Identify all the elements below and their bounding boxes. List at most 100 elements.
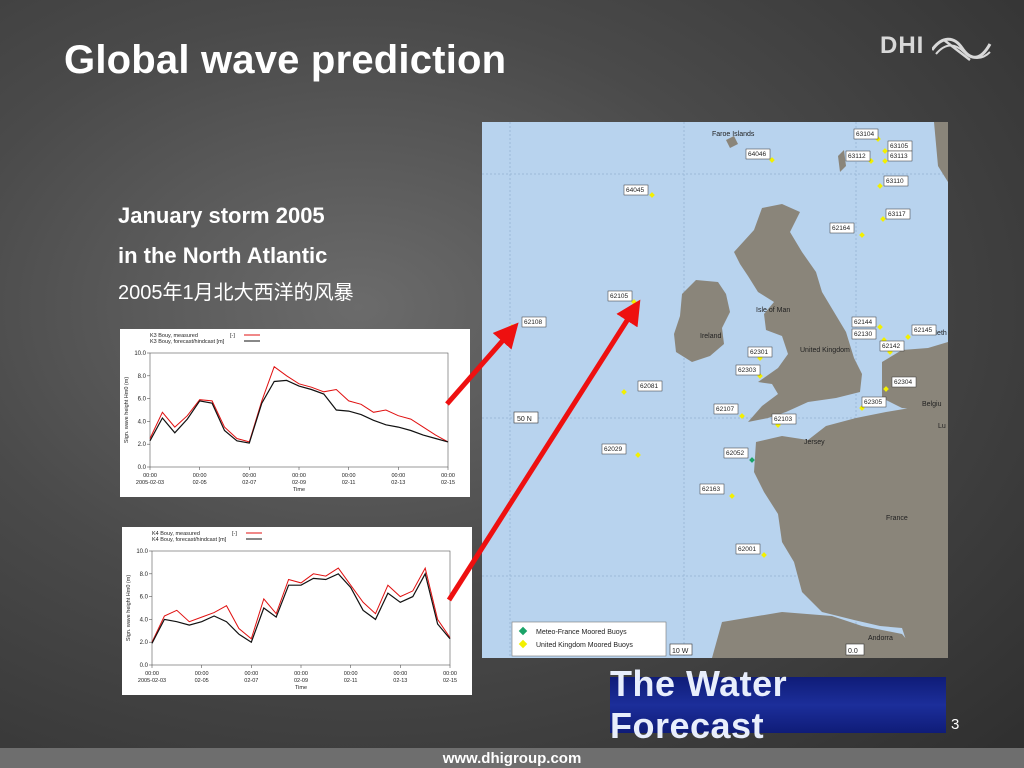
buoy-label-box-62130 (851, 328, 877, 340)
x-tick-time: 00:00 (195, 671, 209, 677)
buoy-marker-63105[interactable] (882, 148, 888, 154)
buoy-label-box-64046 (745, 148, 771, 160)
buoy-marker-64046[interactable] (769, 157, 775, 163)
x-tick-date: 02-15 (441, 480, 455, 486)
x-tick-time: 00:00 (244, 671, 258, 677)
buoy-label-62145: 62145 (914, 327, 932, 334)
buoy-label-box-63117 (885, 208, 911, 220)
buoy-marker-62107[interactable] (739, 413, 745, 419)
buoy-marker-63110[interactable] (877, 183, 883, 189)
buoy-label-63112: 63112 (848, 153, 866, 160)
buoy-label-62301: 62301 (750, 349, 768, 356)
subtitle-chinese: 2005年1月北大西洋的风暴 (118, 282, 354, 304)
y-tick-label: 2.0 (138, 442, 147, 448)
y-tick-label: 0.0 (138, 465, 147, 471)
footer-url[interactable]: www.dhigroup.com (442, 750, 582, 767)
buoy-label-62081: 62081 (640, 383, 658, 390)
x-tick-date: 02-13 (391, 480, 405, 486)
buoy-label-box-63104 (853, 128, 879, 140)
label-uk: United Kingdom (800, 347, 850, 354)
series-forecast-line (151, 572, 451, 644)
x-tick-time: 00:00 (242, 473, 256, 479)
buoy-marker-62304[interactable] (883, 386, 889, 392)
buoy-label-box-62001 (735, 543, 761, 555)
chart-k3: K3 Bouy, measured K3 Bouy, forecast/hindc… (120, 329, 470, 497)
buoy-label-62108: 62108 (524, 319, 542, 326)
svg-text:50 N: 50 N (517, 416, 532, 423)
legend-measured: K3 Bouy, measured (150, 333, 198, 339)
buoy-label-63113: 63113 (890, 153, 908, 160)
series-measured-line (149, 365, 449, 443)
y-tick-label: 10.0 (136, 549, 148, 555)
buoy-map-svg: Faroe Islands Ireland United Kingdom Isl… (482, 122, 948, 658)
buoy-marker-62164[interactable] (859, 232, 865, 238)
svg-text:0.0: 0.0 (848, 648, 858, 655)
map-legend: Meteo-France Moored Buoys United Kingdom… (511, 621, 667, 657)
x-tick-time: 00:00 (143, 473, 157, 479)
land-great-britain (734, 204, 862, 422)
buoy-label-62144: 62144 (854, 319, 872, 326)
buoy-label-63117: 63117 (888, 211, 906, 218)
buoy-marker-62001[interactable] (761, 552, 767, 558)
buoy-marker-63117[interactable] (880, 216, 886, 222)
buoy-label-box-62144 (851, 316, 877, 328)
buoy-label-63110: 63110 (886, 178, 904, 185)
buoy-label-box-62305 (861, 396, 887, 408)
buoy-label-box-62303 (735, 364, 761, 376)
buoy-marker-62052[interactable] (749, 457, 755, 463)
buoy-label-62305: 62305 (864, 399, 882, 406)
x-tick-time: 00:00 (193, 473, 207, 479)
buoy-marker-62081[interactable] (621, 389, 627, 395)
buoy-marker-62108[interactable] (509, 324, 515, 330)
buoy-marker-62029[interactable] (635, 452, 641, 458)
water-forecast-banner[interactable]: The Water Forecast (610, 663, 946, 746)
legend-unit-measured: [-] (230, 333, 235, 339)
y-tick-label: 8.0 (138, 374, 147, 380)
land-faroe (726, 136, 738, 148)
footer-bar: www.dhigroup.com (0, 748, 1024, 768)
x-tick-date: 02-15 (443, 678, 457, 684)
buoy-label-62130: 62130 (854, 331, 872, 338)
buoy-marker-62163[interactable] (729, 493, 735, 499)
subtitle-line-1: January storm 2005 (118, 203, 325, 228)
buoy-label-63104: 63104 (856, 131, 874, 138)
buoy-map[interactable]: Faroe Islands Ireland United Kingdom Isl… (482, 122, 948, 658)
logo-text: DHI (880, 32, 925, 59)
buoy-label-box-62103 (771, 413, 797, 425)
storm-heading: January storm 2005 in the North Atlantic (118, 196, 327, 276)
x-tick-date: 02-09 (292, 480, 306, 486)
y-tick-label: 4.0 (140, 617, 149, 623)
buoy-label-62163: 62163 (702, 486, 720, 493)
buoy-label-62142: 62142 (882, 343, 900, 350)
buoy-label-62001: 62001 (738, 546, 756, 553)
buoy-label-box-63113 (887, 150, 913, 162)
buoy-marker-63113[interactable] (882, 158, 888, 164)
buoy-label-64045: 64045 (626, 187, 644, 194)
label-lon-10w: 10 W (669, 643, 693, 656)
x-tick-date: 02-07 (244, 678, 258, 684)
land-shetland (838, 150, 846, 172)
label-france: France (886, 515, 908, 522)
x-tick-time: 00:00 (292, 473, 306, 479)
buoy-marker-64045[interactable] (649, 192, 655, 198)
x-tick-time: 00:00 (145, 671, 159, 677)
buoy-label-box-62145 (911, 324, 937, 336)
x-tick-date: 02-11 (342, 480, 356, 486)
svg-text:10 W: 10 W (672, 648, 689, 655)
buoy-marker-62144[interactable] (877, 324, 883, 330)
land-norway (934, 122, 948, 182)
buoy-marker-62145[interactable] (905, 334, 911, 340)
label-lon-0: 0.0 (845, 643, 865, 656)
buoy-label-62103: 62103 (774, 416, 792, 423)
buoy-markers: 63104 63105 63113 63112 64046 63110 64045 63117… (509, 128, 937, 558)
x-axis-label: Time (295, 685, 307, 691)
dhi-logo: DHI (880, 30, 992, 68)
buoy-label-box-62052 (723, 447, 749, 459)
label-andorra: Andorra (868, 635, 893, 642)
x-tick-time: 00:00 (441, 473, 455, 479)
x-tick-time: 00:00 (443, 671, 457, 677)
label-lux: Lu (938, 423, 946, 430)
x-tick-date: 02-11 (344, 678, 358, 684)
y-tick-label: 6.0 (140, 595, 149, 601)
